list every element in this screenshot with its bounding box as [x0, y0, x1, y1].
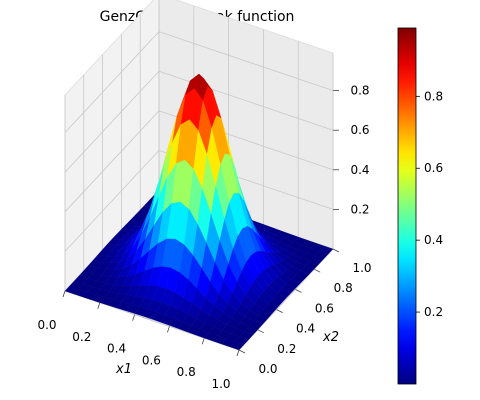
y-tick-mark: [332, 248, 340, 253]
y-tick-label: 0.0: [258, 362, 277, 376]
axes-3d: 0.00.20.40.60.81.00.00.20.40.60.81.00.20…: [37, 0, 372, 391]
x-tick-mark: [236, 349, 240, 357]
x-tick-label: 1.0: [211, 377, 230, 391]
x-tick-label: 0.0: [37, 318, 56, 332]
colorbar-ticks: 0.2 0.4 0.6 0.8: [416, 89, 443, 319]
colorbar-tick-label: 0.4: [424, 233, 443, 247]
colorbar-tick-label: 0.8: [424, 89, 443, 103]
grid-line: [158, 70, 334, 131]
x-tick-mark: [167, 326, 170, 333]
y-axis-label: x2: [322, 330, 339, 345]
z-tick-label: 0.2: [350, 202, 369, 216]
surface: [64, 73, 334, 351]
x-tick-mark: [62, 290, 66, 298]
x-tick-label: 0.6: [142, 353, 161, 367]
y-tick-label: 0.8: [334, 281, 353, 295]
y-tick-mark: [314, 268, 321, 273]
axis-ticks: 0.00.20.40.60.81.00.00.20.40.60.81.00.20…: [37, 84, 371, 391]
y-tick-mark: [276, 309, 283, 313]
grid-line: [64, 31, 160, 133]
grid-line: [158, 31, 334, 91]
colorbar: 0.2 0.4 0.6 0.8: [397, 27, 443, 385]
z-tick-label: 0.8: [350, 84, 369, 98]
z-tick-label: 0.6: [350, 123, 369, 137]
x-tick-mark: [97, 302, 101, 309]
x-tick-mark: [132, 314, 135, 321]
grid-line: [64, 110, 160, 213]
y-tick-label: 0.2: [277, 342, 296, 356]
x-tick-mark: [201, 338, 205, 345]
y-tick-mark: [257, 329, 264, 334]
grid-line: [64, 70, 160, 173]
y-tick-mark: [238, 349, 246, 354]
colorbar-tick-label: 0.2: [424, 305, 443, 319]
x-axis-label: x1: [115, 362, 132, 377]
x-tick-label: 0.2: [72, 330, 91, 344]
colorbar-gradient: [397, 27, 417, 385]
z-tick-label: 0.4: [350, 163, 369, 177]
grid-line: [64, 150, 160, 252]
surface-facet: [230, 341, 244, 351]
colorbar-tick-label: 0.6: [424, 161, 443, 175]
y-tick-label: 1.0: [352, 261, 371, 275]
y-tick-label: 0.6: [315, 301, 334, 315]
x-tick-label: 0.4: [107, 342, 126, 356]
y-tick-mark: [295, 289, 302, 293]
x-tick-label: 0.8: [177, 365, 196, 379]
y-tick-label: 0.4: [296, 322, 315, 336]
